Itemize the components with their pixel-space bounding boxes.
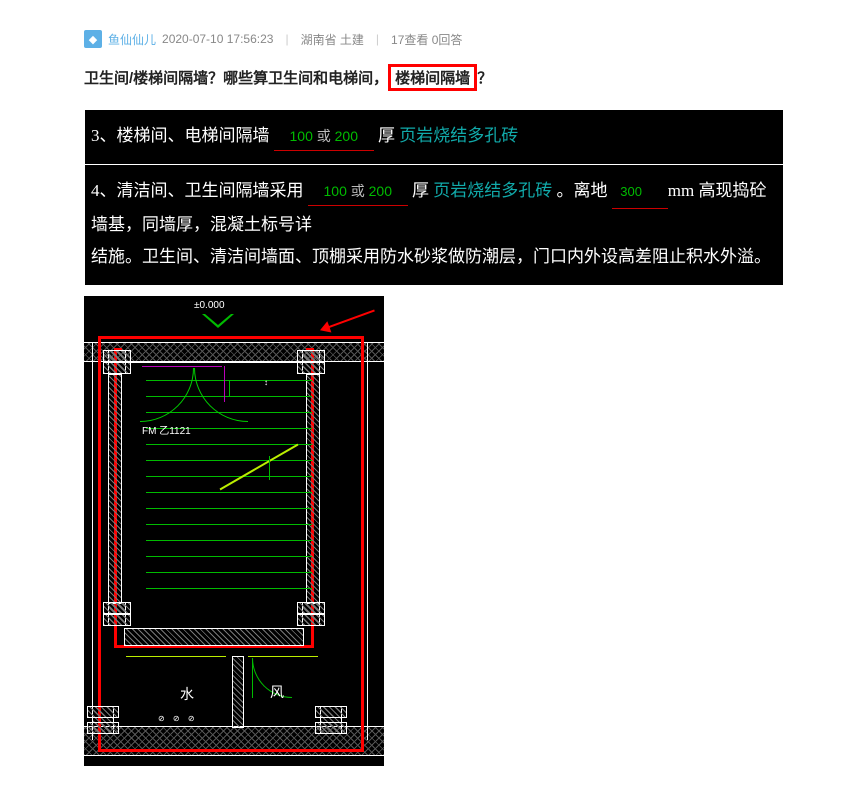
marker: ⊘ ⊘ ⊘: [158, 714, 198, 723]
spec-no: 4: [91, 181, 100, 200]
title-prefix: 卫生间/楼梯间隔墙？哪些算卫生间和电梯间，: [84, 70, 388, 87]
post-meta: ◆ 鱼仙仙儿 2020-07-10 17:56:23 | 湖南省 土建 | 17…: [84, 30, 786, 48]
cad-line: [92, 342, 93, 740]
room-label: 风: [270, 682, 284, 702]
spec-text: 、清洁间、卫生间隔墙采用: [100, 181, 304, 200]
spec-text: 厚: [378, 126, 395, 145]
room-label: 水: [180, 684, 194, 704]
post-datetime: 2020-07-10 17:56:23: [162, 32, 273, 46]
spec-material: 页岩烧结多孔砖: [433, 181, 552, 200]
cad-line: [224, 366, 225, 402]
column: [320, 706, 342, 734]
spec-mid: 或: [317, 128, 331, 144]
cad-arrow: [269, 456, 270, 480]
cad-drawing: ±0.000: [84, 296, 384, 766]
spec-val: 200: [335, 128, 358, 144]
author-link[interactable]: 鱼仙仙儿: [108, 31, 156, 48]
spec-underline: 100 或 200: [308, 178, 408, 206]
spec-text: 。离地: [557, 181, 608, 200]
post-title: 卫生间/楼梯间隔墙？哪些算卫生间和电梯间，楼梯间隔墙？: [84, 64, 786, 91]
spec-text: mm: [668, 181, 694, 200]
cad-line: [142, 366, 222, 367]
door-label: FM 乙1121: [142, 422, 191, 437]
cad-line: [118, 362, 310, 363]
spec-row-1: 3、楼梯间、电梯间隔墙 100 或 200 厚 页岩烧结多孔砖: [85, 110, 783, 164]
column: [108, 602, 126, 626]
spec-mm: 300: [612, 175, 668, 208]
wall: [108, 374, 122, 604]
title-suffix: ？: [477, 70, 492, 87]
spec-val: 200: [369, 183, 392, 199]
separator: |: [285, 32, 288, 46]
separator: |: [376, 32, 379, 46]
elevation-marker-icon: [205, 314, 231, 325]
wall: [232, 656, 244, 728]
post-location: 湖南省 土建: [301, 31, 364, 48]
title-highlight: 楼梯间隔墙: [388, 64, 477, 91]
spec-val: 300: [620, 184, 642, 199]
marker: ↕: [264, 378, 268, 387]
cad-line: [248, 656, 318, 657]
spec-mid: 或: [351, 183, 365, 199]
spec-val: 100: [324, 183, 347, 199]
spec-underline: 100 或 200: [274, 123, 374, 151]
cad-line: [126, 656, 226, 657]
annotation-arrow-icon: [327, 310, 375, 329]
spec-text: 结施。卫生间、清洁间墙面、顶棚采用防水砂浆做防潮层，门口内外设高差阻止积水外溢。: [91, 247, 771, 266]
spec-row-2: 4、清洁间、卫生间隔墙采用 100 或 200 厚 页岩烧结多孔砖 。离地 30…: [85, 164, 783, 285]
spec-no: 3: [91, 126, 100, 145]
spec-val: 100: [290, 128, 313, 144]
post-stats: 17查看 0回答: [391, 31, 462, 48]
spec-text: 厚: [412, 181, 429, 200]
spec-material: 页岩烧结多孔砖: [399, 126, 518, 145]
spec-table: 3、楼梯间、电梯间隔墙 100 或 200 厚 页岩烧结多孔砖 4、清洁间、卫生…: [84, 109, 784, 286]
cad-line: [367, 342, 368, 740]
elevation-label: ±0.000: [194, 300, 225, 311]
column: [92, 706, 114, 734]
avatar-icon: ◆: [84, 30, 102, 48]
spec-text: 、楼梯间、电梯间隔墙: [100, 126, 270, 145]
